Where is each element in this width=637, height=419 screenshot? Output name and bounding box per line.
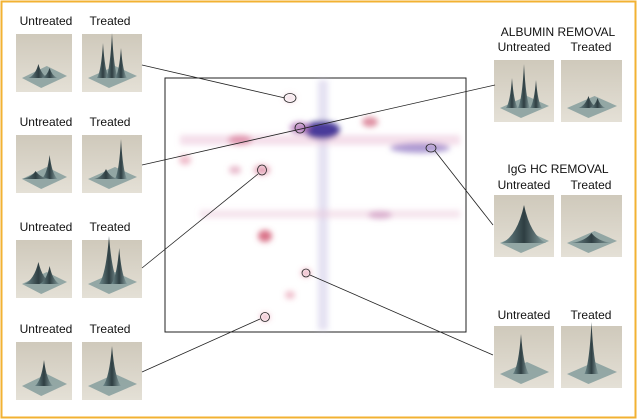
panel-label: Untreated [498, 40, 551, 54]
panel-label: Treated [571, 40, 612, 54]
panel-label: Untreated [498, 308, 551, 322]
spot-view [561, 322, 622, 388]
figure: Untreated Treated Untreated Treated Untreate… [0, 0, 637, 419]
panel-label: Untreated [498, 178, 551, 192]
gel [165, 78, 466, 332]
panel-label: Treated [90, 220, 131, 234]
panel-label: Treated [90, 115, 131, 129]
spot-view [82, 33, 142, 92]
spot-view [561, 195, 622, 257]
spot-view [16, 34, 72, 92]
spot-view [16, 342, 72, 400]
panel-title: ALBUMIN REMOVAL [501, 25, 616, 39]
spot-view [16, 135, 72, 193]
spot-view [82, 236, 142, 298]
panel-label: Untreated [20, 14, 73, 28]
spot-view [16, 240, 72, 298]
panel-title: IgG HC REMOVAL [507, 162, 608, 176]
panel-label: Untreated [20, 220, 73, 234]
spot-view [494, 60, 554, 122]
spot-view [494, 195, 554, 257]
panel-label: Untreated [20, 322, 73, 336]
spot-view [82, 342, 142, 400]
spot-view [82, 135, 142, 193]
panel-label: Treated [90, 322, 131, 336]
panel-label: Treated [571, 308, 612, 322]
panel-label: Treated [90, 14, 131, 28]
spot-view [494, 326, 554, 388]
panel-label: Untreated [20, 115, 73, 129]
spot-view [561, 60, 622, 122]
panel-label: Treated [571, 178, 612, 192]
